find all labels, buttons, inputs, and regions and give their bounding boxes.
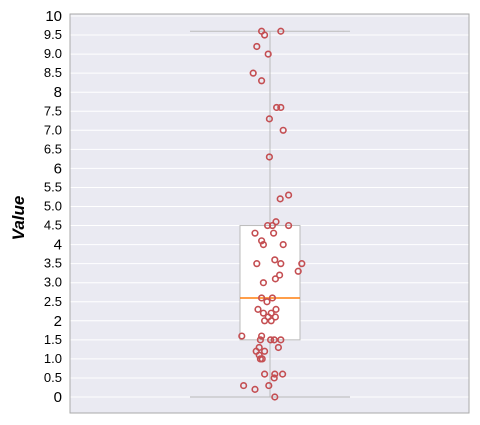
data-point: [259, 279, 268, 287]
data-point: [294, 267, 302, 275]
y-tick-label: 3.5: [44, 256, 62, 271]
data-point: [259, 241, 268, 249]
data-point: [274, 343, 283, 352]
data-point: [285, 221, 293, 230]
data-point: [276, 271, 284, 279]
data-point: [267, 317, 275, 325]
data-point: [240, 381, 248, 390]
y-tick-label: 3.0: [44, 275, 62, 290]
data-point: [261, 31, 269, 39]
y-tick-label: 4.5: [44, 218, 62, 233]
y-tick-label: 10: [45, 8, 62, 25]
data-point: [265, 381, 273, 390]
data-point: [258, 332, 266, 340]
data-point: [261, 317, 269, 325]
data-point: [263, 298, 271, 306]
y-tick-label: 8: [54, 84, 62, 101]
data-point: [277, 260, 285, 268]
data-point: [277, 27, 285, 35]
data-point: [253, 42, 261, 51]
y-tick-label: 7.0: [44, 122, 62, 137]
data-point: [273, 103, 281, 112]
y-tick-label: 7.5: [44, 103, 62, 118]
data-point: [267, 336, 275, 344]
y-tick-label: 9.0: [44, 46, 62, 61]
box: [190, 30, 350, 398]
data-point: [279, 370, 287, 378]
data-points: [238, 27, 306, 401]
data-point: [251, 385, 259, 393]
box-iqr: [239, 225, 301, 341]
data-point: [258, 237, 266, 245]
data-point: [251, 229, 259, 237]
y-tick-label: 2.5: [44, 294, 62, 309]
data-point: [298, 260, 306, 268]
data-point: [285, 191, 293, 199]
data-point: [253, 260, 261, 268]
data-point: [249, 69, 257, 77]
data-point: [271, 393, 279, 401]
y-tick-label: 0.5: [44, 370, 62, 385]
data-point: [271, 275, 280, 283]
data-point: [258, 294, 266, 302]
data-point: [258, 355, 266, 363]
data-point: [279, 126, 287, 134]
data-point: [277, 103, 285, 112]
data-point: [264, 221, 272, 230]
y-axis-label: Value: [9, 196, 28, 241]
y-tick-label: 6.5: [44, 141, 62, 156]
y-tick-label: 5.5: [44, 179, 62, 194]
plot-frame: [69, 13, 470, 414]
data-point: [259, 309, 268, 317]
y-tick-label: 8.5: [44, 65, 62, 80]
data-point: [271, 256, 279, 264]
data-point: [271, 313, 280, 321]
y-tick-label: 2: [54, 313, 62, 330]
data-point: [272, 218, 280, 226]
data-point: [272, 305, 280, 313]
data-point: [270, 229, 278, 237]
y-axis-ticks: 0 0.5 1.0 1.5 2 2.5 3.0 3.5 4 4.5 5.0 5.5 6 6.5 7.0 7.5…: [44, 8, 62, 406]
data-point: [270, 374, 278, 382]
data-point: [261, 370, 269, 378]
data-point: [265, 115, 274, 123]
y-tick-label: 6: [54, 160, 62, 177]
data-point: [264, 50, 272, 58]
y-tick-label: 1.5: [44, 332, 62, 347]
data-point: [271, 370, 279, 378]
y-tick-label: 1.0: [44, 351, 62, 366]
data-point: [265, 153, 274, 161]
y-tick-label: 4: [54, 237, 62, 254]
y-tick-label: 0: [54, 389, 62, 406]
data-point: [238, 332, 246, 340]
data-point: [258, 77, 266, 85]
data-point: [254, 305, 262, 313]
data-point: [256, 336, 265, 344]
data-point: [268, 221, 277, 230]
data-point: [261, 347, 269, 355]
y-tick-label: 5.0: [44, 199, 62, 214]
y-tick-label: 9.5: [44, 27, 62, 42]
data-point: [270, 336, 278, 344]
data-point: [268, 294, 277, 302]
data-point: [279, 241, 287, 249]
data-point: [276, 195, 284, 203]
data-point: [277, 336, 285, 344]
